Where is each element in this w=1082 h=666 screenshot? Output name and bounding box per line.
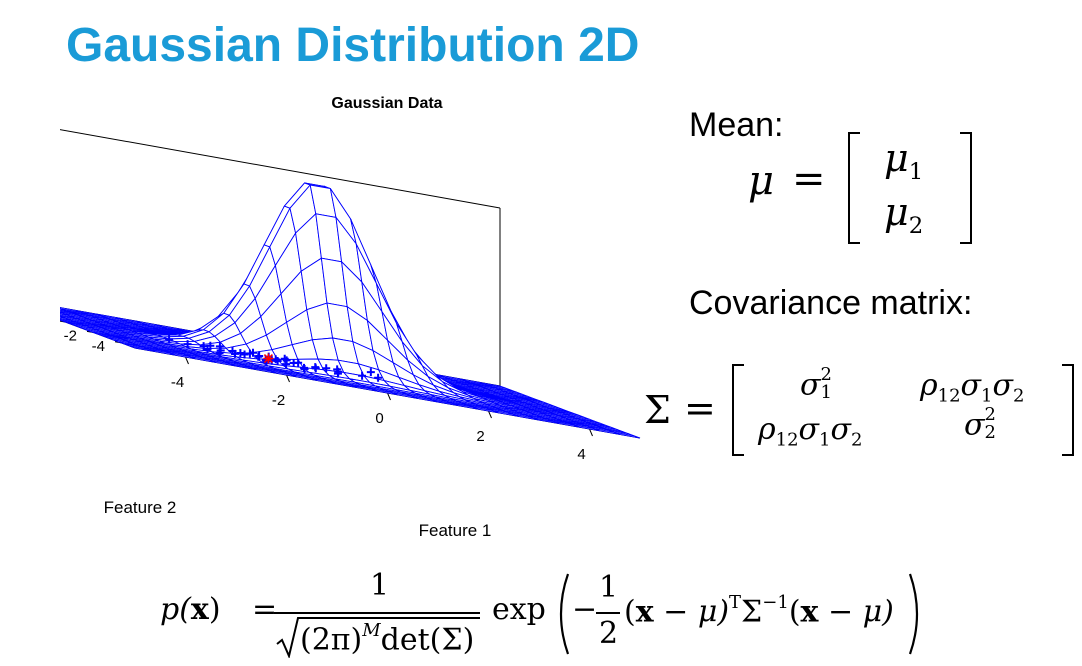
mean-equation: μ = μ1 μ2 bbox=[748, 130, 988, 245]
sqrt-sign bbox=[276, 617, 300, 658]
covariance-lhs: Σ bbox=[644, 388, 671, 432]
big-right-paren bbox=[908, 573, 919, 655]
mean-label: Mean: bbox=[689, 106, 784, 144]
half-numerator: 1 bbox=[599, 570, 619, 605]
half-denominator: 2 bbox=[599, 616, 619, 651]
sample-point bbox=[300, 365, 309, 374]
sample-point bbox=[165, 335, 174, 344]
x-tick-label: 4 bbox=[577, 446, 585, 463]
mean-entry-2: μ2 bbox=[884, 190, 924, 239]
exp-body: (x − μ)TΣ−1(x − μ) bbox=[624, 592, 894, 630]
sample-point bbox=[249, 348, 257, 357]
covariance-left-bracket bbox=[732, 364, 744, 456]
x-tick-mark bbox=[589, 428, 593, 437]
sample-point bbox=[374, 373, 383, 382]
sample-point bbox=[183, 340, 192, 349]
mean-lhs: μ bbox=[748, 158, 774, 204]
density-lhs: p(x) bbox=[160, 592, 221, 627]
covariance-m21: ρ12σ1σ2 bbox=[758, 412, 863, 451]
back-wall-top-edge bbox=[60, 129, 501, 209]
sample-point bbox=[366, 368, 375, 377]
mean-entry-1: μ1 bbox=[884, 136, 924, 185]
sample-point bbox=[240, 350, 249, 359]
slide-title: Gaussian Distribution 2D bbox=[66, 19, 640, 72]
chart-title: Gaussian Data bbox=[331, 95, 442, 112]
x-tick-label: -2 bbox=[272, 392, 285, 409]
big-left-paren bbox=[559, 573, 570, 655]
x-axis-label: Feature 1 bbox=[419, 521, 492, 540]
x-tick-mark bbox=[286, 374, 290, 383]
sample-point bbox=[294, 358, 303, 367]
y-tick-label: -2 bbox=[64, 327, 77, 344]
sample-point bbox=[236, 348, 245, 357]
half-bar bbox=[596, 612, 620, 614]
density-equals: = bbox=[252, 592, 278, 627]
x-tick-mark bbox=[185, 356, 189, 365]
mean-left-bracket bbox=[848, 132, 860, 244]
fraction-numerator: 1 bbox=[370, 568, 390, 603]
density-fraction: 1 (2π)Mdet(Σ) bbox=[274, 566, 482, 658]
sample-point bbox=[358, 371, 367, 380]
x-tick-mark bbox=[488, 410, 492, 419]
fraction-denominator: (2π)Mdet(Σ) bbox=[300, 620, 475, 658]
mean-right-bracket bbox=[960, 132, 972, 244]
covariance-right-bracket bbox=[1062, 364, 1074, 456]
x-tick-label: 2 bbox=[476, 428, 484, 445]
sample-point bbox=[215, 349, 224, 358]
density-formula: p(x) = 1 (2π)Mdet(Σ) exp − 1 2 (x − μ)TΣ… bbox=[160, 566, 940, 662]
sample-point bbox=[322, 364, 331, 373]
x-tick-label: 0 bbox=[375, 410, 383, 427]
fraction-bar bbox=[274, 612, 480, 614]
x-tick-mark bbox=[387, 392, 391, 401]
sample-point bbox=[333, 365, 342, 374]
x-tick-label: -4 bbox=[171, 374, 184, 391]
sample-point bbox=[282, 360, 291, 369]
sample-point bbox=[311, 363, 320, 372]
covariance-label: Covariance matrix: bbox=[689, 284, 973, 322]
surface-cell bbox=[614, 431, 641, 439]
mean-marker bbox=[263, 353, 274, 364]
exp-operator: exp bbox=[492, 592, 546, 627]
sample-point bbox=[203, 345, 212, 354]
covariance-m12: ρ12σ1σ2 bbox=[920, 368, 1025, 407]
exp-minus: − bbox=[572, 592, 598, 627]
covariance-equals: = bbox=[684, 386, 716, 430]
mean-equals: = bbox=[792, 156, 826, 202]
y-axis-label: Feature 2 bbox=[104, 498, 177, 517]
sqrt-overline bbox=[298, 617, 480, 619]
half-fraction: 1 2 bbox=[596, 570, 620, 654]
sample-point bbox=[255, 352, 264, 361]
y-tick-label: -4 bbox=[92, 338, 105, 355]
